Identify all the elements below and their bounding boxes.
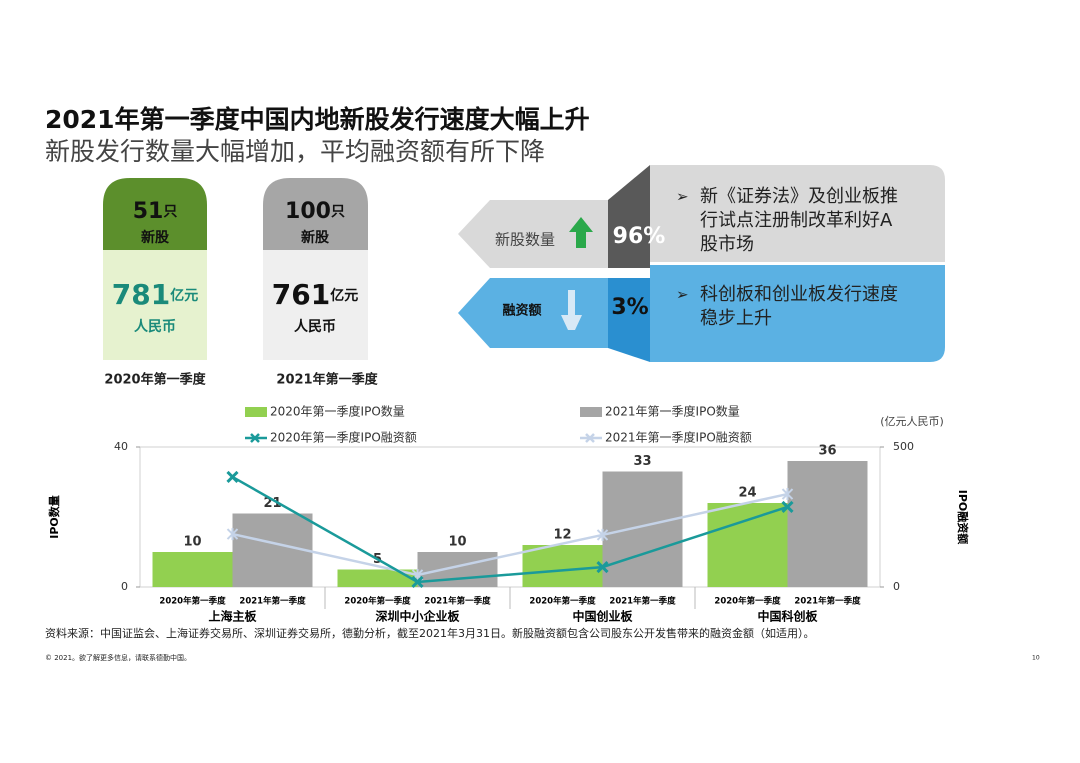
card-count-part: 只 <box>163 204 177 220</box>
subcategory-label: 2021年第一季度 <box>424 596 491 607</box>
card-period: 2021年第一季度 <box>276 372 378 388</box>
subcategory-label: 2020年第一季度 <box>344 596 411 607</box>
card-amount-part: 761 <box>272 278 330 311</box>
line-marker <box>781 500 794 513</box>
bar <box>707 503 788 587</box>
change-value: 3% <box>611 295 648 320</box>
change-label: 新股数量 <box>495 231 555 249</box>
subcategory-label: 2021年第一季度 <box>794 596 861 607</box>
bar-value-label: 36 <box>818 444 836 459</box>
bar <box>232 513 313 587</box>
legend-label: 2020年第一季度IPO融资额 <box>270 430 417 445</box>
note-line: 新《证券法》及创业板推 <box>700 186 898 207</box>
value-block <box>608 278 650 362</box>
title: 2021年第一季度中国内地新股发行速度大幅上升 <box>45 105 590 134</box>
bar-value-label: 10 <box>183 535 201 550</box>
bullet: ➢ <box>676 286 689 304</box>
category-label: 中国科创板 <box>757 609 818 624</box>
bar-value-label: 33 <box>633 454 651 469</box>
card-count-label: 新股 <box>141 229 170 246</box>
card-amount: 781亿元 <box>112 278 198 311</box>
bar-value-label: 21 <box>263 496 281 511</box>
card-count-part: 51 <box>133 199 164 224</box>
legend-marker <box>585 433 595 443</box>
y2-axis-label: IPO融资额 <box>956 490 970 545</box>
legend-label: 2021年第一季度IPO融资额 <box>605 430 752 445</box>
bar <box>337 569 418 587</box>
card-count-part: 只 <box>331 204 345 220</box>
card-amount-part: 亿元 <box>330 287 358 304</box>
category-label: 中国创业板 <box>572 609 633 624</box>
line-marker <box>596 561 609 574</box>
bar <box>787 461 868 587</box>
bar-value-label: 12 <box>553 528 571 543</box>
bar <box>522 545 603 587</box>
banner <box>458 200 608 268</box>
up-arrow <box>569 217 593 248</box>
footer: © 2021。欲了解更多信息，请联系德勤中国。 <box>45 653 191 662</box>
change-value: 96% <box>613 224 666 249</box>
line <box>232 492 788 577</box>
legend-swatch <box>580 407 602 417</box>
legend-label: 2020年第一季度IPO数量 <box>270 404 405 419</box>
subcategory-label: 2020年第一季度 <box>529 596 596 607</box>
y-tick-label: 40 <box>114 440 128 453</box>
card-count-part: 100 <box>285 199 331 224</box>
card-count: 51只 <box>133 199 178 224</box>
card-count-label: 新股 <box>301 229 330 246</box>
bullet: ➢ <box>676 188 689 206</box>
bar <box>602 471 683 587</box>
change-label: 融资额 <box>502 303 541 319</box>
category-label: 深圳中小企业板 <box>375 609 460 624</box>
note-line: 行试点注册制改革利好A <box>700 210 893 231</box>
subcategory-label: 2021年第一季度 <box>609 596 676 607</box>
card-amount-label: 人民币 <box>294 318 336 335</box>
y-axis-label: IPO数量 <box>47 495 61 539</box>
value-block <box>608 165 650 268</box>
legend-marker <box>250 433 260 443</box>
line-marker <box>596 528 609 541</box>
source-note: 资料来源：中国证监会、上海证券交易所、深圳证券交易所，德勤分析，截至2021年3… <box>45 626 815 640</box>
card-amount-part: 781 <box>112 278 170 311</box>
down-arrow <box>561 290 582 330</box>
subcategory-label: 2021年第一季度 <box>239 596 306 607</box>
note-line: 股市场 <box>700 234 754 255</box>
y2-unit: (亿元人民币) <box>880 415 944 428</box>
subtitle: 新股发行数量大幅增加，平均融资额有所下降 <box>45 137 545 166</box>
y-tick-label: 0 <box>121 580 128 593</box>
note-line: 科创板和创业板发行速度 <box>700 284 898 305</box>
note-box <box>650 265 945 362</box>
y2-tick-label: 500 <box>893 440 914 453</box>
card-amount-part: 亿元 <box>170 287 198 304</box>
card-count: 100只 <box>285 199 345 224</box>
line-marker <box>226 470 239 484</box>
line-marker <box>226 528 239 541</box>
card-amount: 761亿元 <box>272 278 358 311</box>
line <box>231 475 788 584</box>
card-period: 2020年第一季度 <box>104 372 206 388</box>
subcategory-label: 2020年第一季度 <box>159 596 226 607</box>
line-marker <box>781 488 794 501</box>
category-label: 上海主板 <box>208 609 257 624</box>
note-line: 稳步上升 <box>700 308 772 329</box>
note-box <box>650 165 945 262</box>
line-marker <box>411 575 424 589</box>
subcategory-label: 2020年第一季度 <box>714 596 781 607</box>
y2-tick-label: 0 <box>893 580 900 593</box>
page-number: 10 <box>1032 655 1040 662</box>
card-top <box>263 178 368 250</box>
bar <box>152 552 233 587</box>
bar-value-label: 10 <box>448 535 466 550</box>
card-bottom <box>263 250 368 360</box>
legend-swatch <box>245 407 267 417</box>
card-bottom <box>103 250 207 360</box>
card-top <box>103 178 207 250</box>
bar-value-label: 24 <box>738 486 756 501</box>
card-amount-label: 人民币 <box>134 318 176 335</box>
legend-label: 2021年第一季度IPO数量 <box>605 404 740 419</box>
